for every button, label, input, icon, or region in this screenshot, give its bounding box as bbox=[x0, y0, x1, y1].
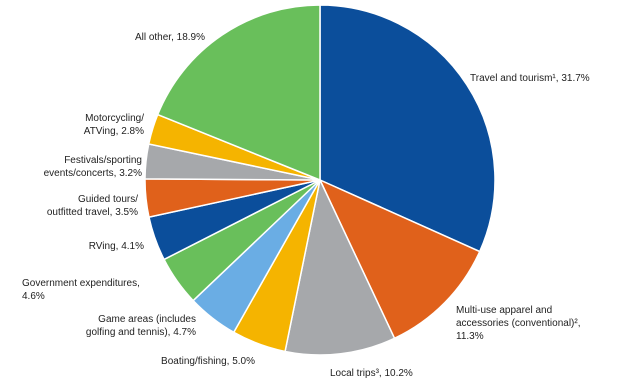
label-festivals-line1: Festivals/sporting bbox=[64, 155, 142, 166]
label-festivals-line2: events/concerts, 3.2% bbox=[44, 168, 142, 179]
label-all-other: All other, 18.9% bbox=[135, 32, 205, 43]
label-government-expenditures-line2: 4.6% bbox=[22, 291, 45, 302]
label-game-areas-line2: golfing and tennis), 4.7% bbox=[86, 327, 196, 338]
label-rving: RVing, 4.1% bbox=[89, 241, 144, 252]
label-multi-use-apparel-line1: Multi-use apparel and bbox=[456, 305, 552, 316]
label-multi-use-apparel-line3: 11.3% bbox=[456, 331, 484, 342]
label-motorcycling-line1: Motorcycling/ bbox=[85, 113, 144, 124]
pie-slice-travel-and-tourism-31-7 bbox=[319, 4, 496, 253]
pie-slice-local-trips-10-2 bbox=[284, 177, 396, 356]
slice-labels: Travel and tourism¹, 31.7% Multi-use app… bbox=[22, 32, 590, 379]
label-motorcycling-line2: ATVing, 2.8% bbox=[84, 126, 144, 137]
label-game-areas-line1: Game areas (includes bbox=[98, 314, 196, 325]
pie-slice-all-other-18-9 bbox=[156, 4, 321, 182]
label-multi-use-apparel-line2: accessories (conventional)², bbox=[456, 318, 581, 329]
label-local-trips: Local trips³, 10.2% bbox=[330, 368, 413, 379]
label-guided-tours-line1: Guided tours/ bbox=[78, 194, 138, 205]
label-government-expenditures-line1: Government expenditures, bbox=[22, 278, 140, 289]
pie-slices bbox=[144, 4, 496, 356]
label-guided-tours-line2: outfitted travel, 3.5% bbox=[47, 207, 138, 218]
label-travel-and-tourism: Travel and tourism¹, 31.7% bbox=[470, 73, 590, 84]
label-boating-fishing: Boating/fishing, 5.0% bbox=[161, 356, 255, 367]
pie-slice-multi-use-apparel-and-accessories-conventional-11-3 bbox=[318, 178, 481, 340]
